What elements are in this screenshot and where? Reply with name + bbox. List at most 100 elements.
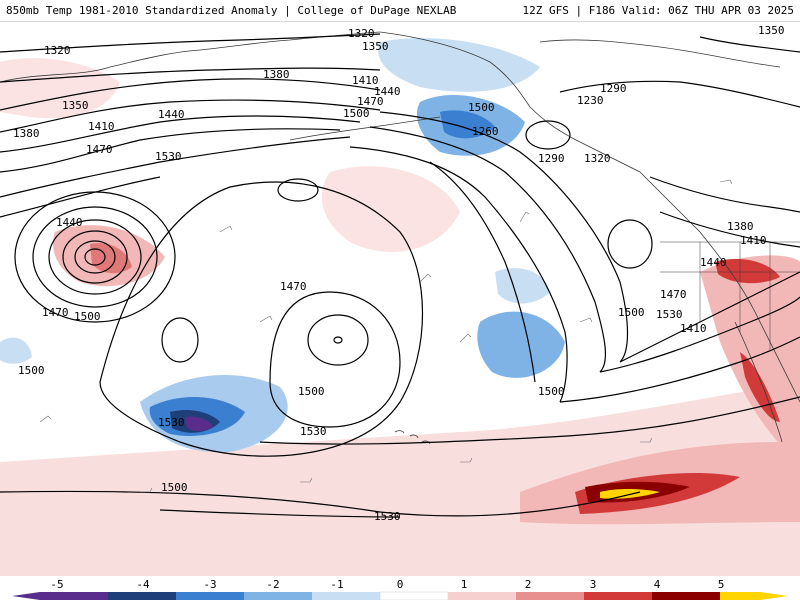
contour-label: 1380 [13,127,40,140]
wind-barb [140,487,153,493]
contour-1530-south [259,396,800,445]
contour-label: 1500 [18,364,45,377]
colorbar-tick-label: -2 [266,578,279,591]
contour-label: 1320 [348,27,375,40]
wind-barb [419,273,432,283]
contour-1500-south-1 [0,490,641,517]
contour-label: 1440 [374,85,401,98]
contour-ridge-core [333,336,343,344]
coastline-baja [734,321,783,443]
cold-anomaly-east-pacific [477,311,565,378]
contour-label: 1260 [472,125,499,138]
colorbar-segment [244,592,312,600]
contour-1320-north [0,33,381,53]
colorbar-segment [379,591,449,600]
colorbar-right-arrow [760,592,788,600]
contour-gulf-low-4 [429,161,536,383]
contour-ridge-outer [99,181,424,457]
contour-east-2 [599,296,800,373]
contour-label: 1500 [161,481,188,494]
contour-low-ring-6 [84,248,106,266]
contour-label: 1410 [680,322,707,335]
contour-low-ring-5 [74,240,116,274]
contour-east-5 [659,211,800,248]
contour-label: 1380 [727,220,754,233]
contour-low-ring-2 [32,206,158,308]
contour-gulf-low-3 [349,146,568,403]
contour-label: 1380 [263,68,290,81]
contour-labels: 1320 1350 1380 1410 1440 1470 1500 1530 … [13,24,785,523]
contour-east-4 [649,176,800,213]
contour-label: 1350 [758,24,785,37]
cold-anomaly-central-pacific-max [185,416,213,432]
colorbar-segment [720,592,760,600]
colorbar-tick-label: -5 [50,578,63,591]
warm-anomaly-central [321,166,460,252]
contour-small-high-north [277,178,319,202]
contour-low-ring-4 [62,230,128,284]
colorbar-tick-label: 1 [461,578,468,591]
colorbar-tick-label: 0 [397,578,404,591]
state-borders [660,241,800,352]
wind-barb [459,333,472,343]
contour-gulf-low-ring [607,219,653,269]
contour-1500-north [0,136,351,198]
contour-small-high-west [161,317,199,363]
contour-label: 1410 [740,234,767,247]
contour-label: 1350 [62,99,89,112]
contour-1410-north [0,99,381,133]
contour-label: 1500 [74,310,101,323]
wind-barbs [39,179,733,493]
contour-label: 1500 [343,107,370,120]
contour-label: 1410 [88,120,115,133]
colorbar-tick-label: 2 [525,578,532,591]
contour-label: 1500 [538,385,565,398]
colorbar-left-arrow [12,592,40,600]
colorbar-segment [312,592,380,600]
contour-1440-north [0,115,361,153]
wind-barb [579,317,593,323]
contour-ridge-center [307,314,369,366]
contour-label: 1440 [56,216,83,229]
contour-label: 1470 [280,280,307,293]
contour-low-ring-1 [14,191,176,323]
colorbar-ticks: -5 -4 -3 -2 -1 0 1 2 3 4 5 [50,578,724,591]
colorbar-segment [584,592,652,600]
colorbar-segment [652,592,720,600]
contour-east-1 [619,271,800,363]
contour-ridge-inner [269,291,401,428]
anomaly-shading [0,38,800,576]
cold-anomaly-far-west [0,337,32,364]
contour-east-3 [559,336,800,403]
coastline-canada-interior [539,39,781,68]
contour-label: 1470 [86,143,113,156]
contour-label: 1530 [155,150,182,163]
contour-label: 1440 [158,108,185,121]
contour-1230-northeast [699,36,800,53]
model-run-info: 12Z GFS | F186 Valid: 06Z THU APR 03 202… [522,4,794,17]
wind-barb [460,457,473,463]
colorbar-segment [448,592,516,600]
warm-anomaly-band-south [0,382,800,576]
colorbar-tick-label: 3 [590,578,597,591]
contour-label: 1410 [352,74,379,87]
wind-barb [519,211,530,223]
contour-label: 1500 [298,385,325,398]
contour-1350-north [0,67,381,83]
contour-1290-northeast [559,80,800,108]
contour-label: 1470 [660,288,687,301]
contour-1530-north [0,176,161,218]
contour-1380-north [0,78,381,111]
wind-barb [719,179,733,185]
contour-label: 1470 [42,306,69,319]
contour-1500-south-2 [159,509,401,518]
contour-label: 1470 [357,95,384,108]
contour-label: 1530 [374,510,401,523]
contour-label: 1320 [584,152,611,165]
colorbar-segment [516,592,584,600]
weather-map: 1320 1350 1380 1410 1440 1470 1500 1530 … [0,22,800,576]
colorbar-tick-label: -3 [203,578,216,591]
anomaly-colorbar: -5 -4 -3 -2 -1 0 1 2 3 4 5 [0,576,800,600]
warm-anomaly-great-basin [715,258,780,284]
contour-label: 1500 [618,306,645,319]
